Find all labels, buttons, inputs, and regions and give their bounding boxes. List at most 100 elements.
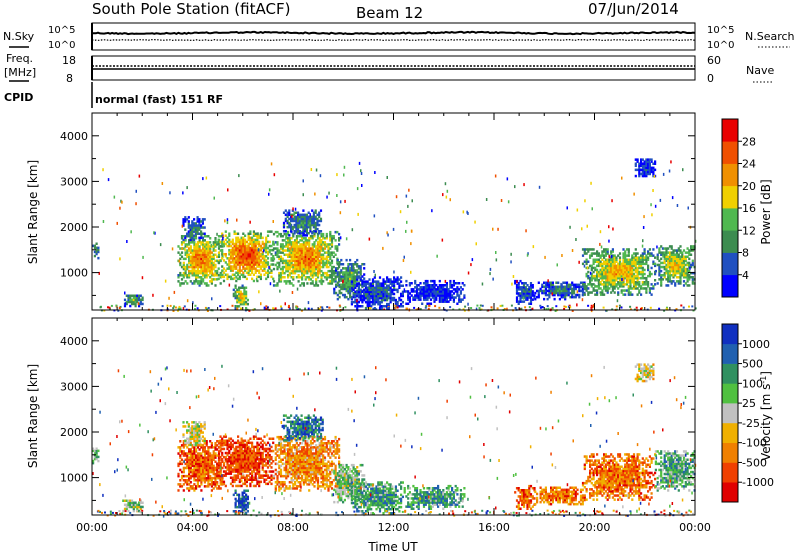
echo-cell [237, 238, 240, 242]
echo-speckle-cell [326, 306, 329, 308]
echo-cell [284, 230, 287, 233]
echo-cell [663, 267, 666, 271]
echo-cell [433, 288, 436, 291]
echo-cell [318, 243, 321, 246]
echo-cell [625, 262, 629, 266]
echo-cell [205, 450, 208, 453]
echo-cell [629, 279, 632, 282]
echo-cell [285, 235, 288, 238]
echo-cell [656, 255, 659, 258]
echo-cell [210, 454, 213, 457]
echo-cell [551, 283, 554, 287]
echo-cell [184, 257, 187, 261]
echo-cell [198, 464, 201, 468]
echo-cell [386, 284, 389, 287]
echo-cell [242, 250, 245, 254]
echo-cell [333, 289, 336, 293]
echo-cell [304, 243, 307, 246]
echo-cell [677, 261, 680, 265]
echo-cell [312, 221, 315, 225]
echo-cell [544, 289, 547, 293]
echo-cell [347, 277, 350, 280]
echo-cell [258, 242, 261, 246]
echo-cell [276, 249, 279, 252]
echo-cell [231, 273, 234, 276]
echo-cell [198, 485, 201, 488]
echo-cell [184, 466, 187, 470]
echo-cell [214, 237, 217, 240]
echo-cell [398, 282, 401, 285]
echo-cell [682, 284, 686, 287]
echo-cell [263, 259, 266, 262]
echo-cell [288, 213, 291, 217]
echo-cell [198, 435, 201, 438]
colorbar-segment [722, 163, 738, 187]
echo-cell [313, 255, 316, 258]
echo-cell [141, 501, 144, 504]
echo-cell [207, 446, 210, 449]
echo-cell [681, 271, 684, 275]
echo-speckle-cell [124, 302, 127, 306]
echo-cell [297, 249, 300, 252]
echo-cell [373, 298, 376, 302]
echo-cell [203, 448, 206, 451]
echo-speckle-cell [396, 306, 399, 309]
echo-cell [214, 253, 217, 256]
echo-cell [363, 284, 366, 287]
echo-cell [200, 236, 203, 240]
echo-cell [384, 288, 387, 292]
echo-cell [209, 271, 212, 275]
echo-cell [551, 285, 554, 289]
echo-cell [387, 292, 390, 296]
echo-cell [338, 261, 341, 264]
echo-cell [340, 269, 343, 272]
echo-cell [308, 267, 311, 271]
echo-cell [634, 268, 637, 272]
echo-cell [435, 284, 438, 287]
echo-speckle-cell [177, 309, 179, 312]
echo-cell [306, 271, 309, 275]
echo-cell [364, 282, 368, 285]
echo-cell [445, 294, 448, 297]
echo-cell [394, 278, 397, 281]
echo-speckle-cell [110, 304, 113, 307]
echo-cell [536, 289, 539, 293]
echo-cell [312, 213, 315, 217]
echo-cell [665, 253, 668, 256]
echo-cell [237, 253, 240, 256]
echo-cell [311, 245, 314, 248]
echo-cell [378, 284, 382, 287]
echo-speckle-cell [408, 188, 410, 192]
echo-cell [240, 253, 243, 256]
echo-cell [311, 217, 314, 221]
echo-cell [521, 288, 524, 291]
echo-cell [203, 226, 206, 229]
echo-cell [528, 292, 531, 295]
echo-cell [283, 276, 286, 279]
echo-cell [620, 268, 623, 272]
echo-speckle-cell [302, 193, 304, 197]
echo-cell [622, 279, 625, 282]
echo-cell [240, 238, 243, 242]
echo-cell [195, 278, 198, 281]
echo-cell [670, 253, 673, 256]
echo-cell [667, 269, 670, 273]
echo-cell [193, 433, 196, 436]
echo-cell [622, 254, 625, 257]
echo-cell [650, 287, 653, 290]
echo-cell [629, 264, 632, 268]
echo-cell [254, 253, 257, 256]
echo-cell [672, 280, 675, 283]
echo-cell [387, 284, 390, 287]
echo-cell [290, 245, 293, 248]
echo-cell [515, 284, 519, 287]
echo-cell [438, 290, 441, 293]
echo-speckle-cell [310, 168, 313, 171]
echo-speckle-cell [274, 307, 277, 310]
echo-cell [677, 282, 680, 285]
echo-cell [249, 253, 252, 256]
echo-cell [194, 431, 197, 434]
echo-cell [320, 274, 323, 277]
echo-cell [245, 294, 248, 298]
